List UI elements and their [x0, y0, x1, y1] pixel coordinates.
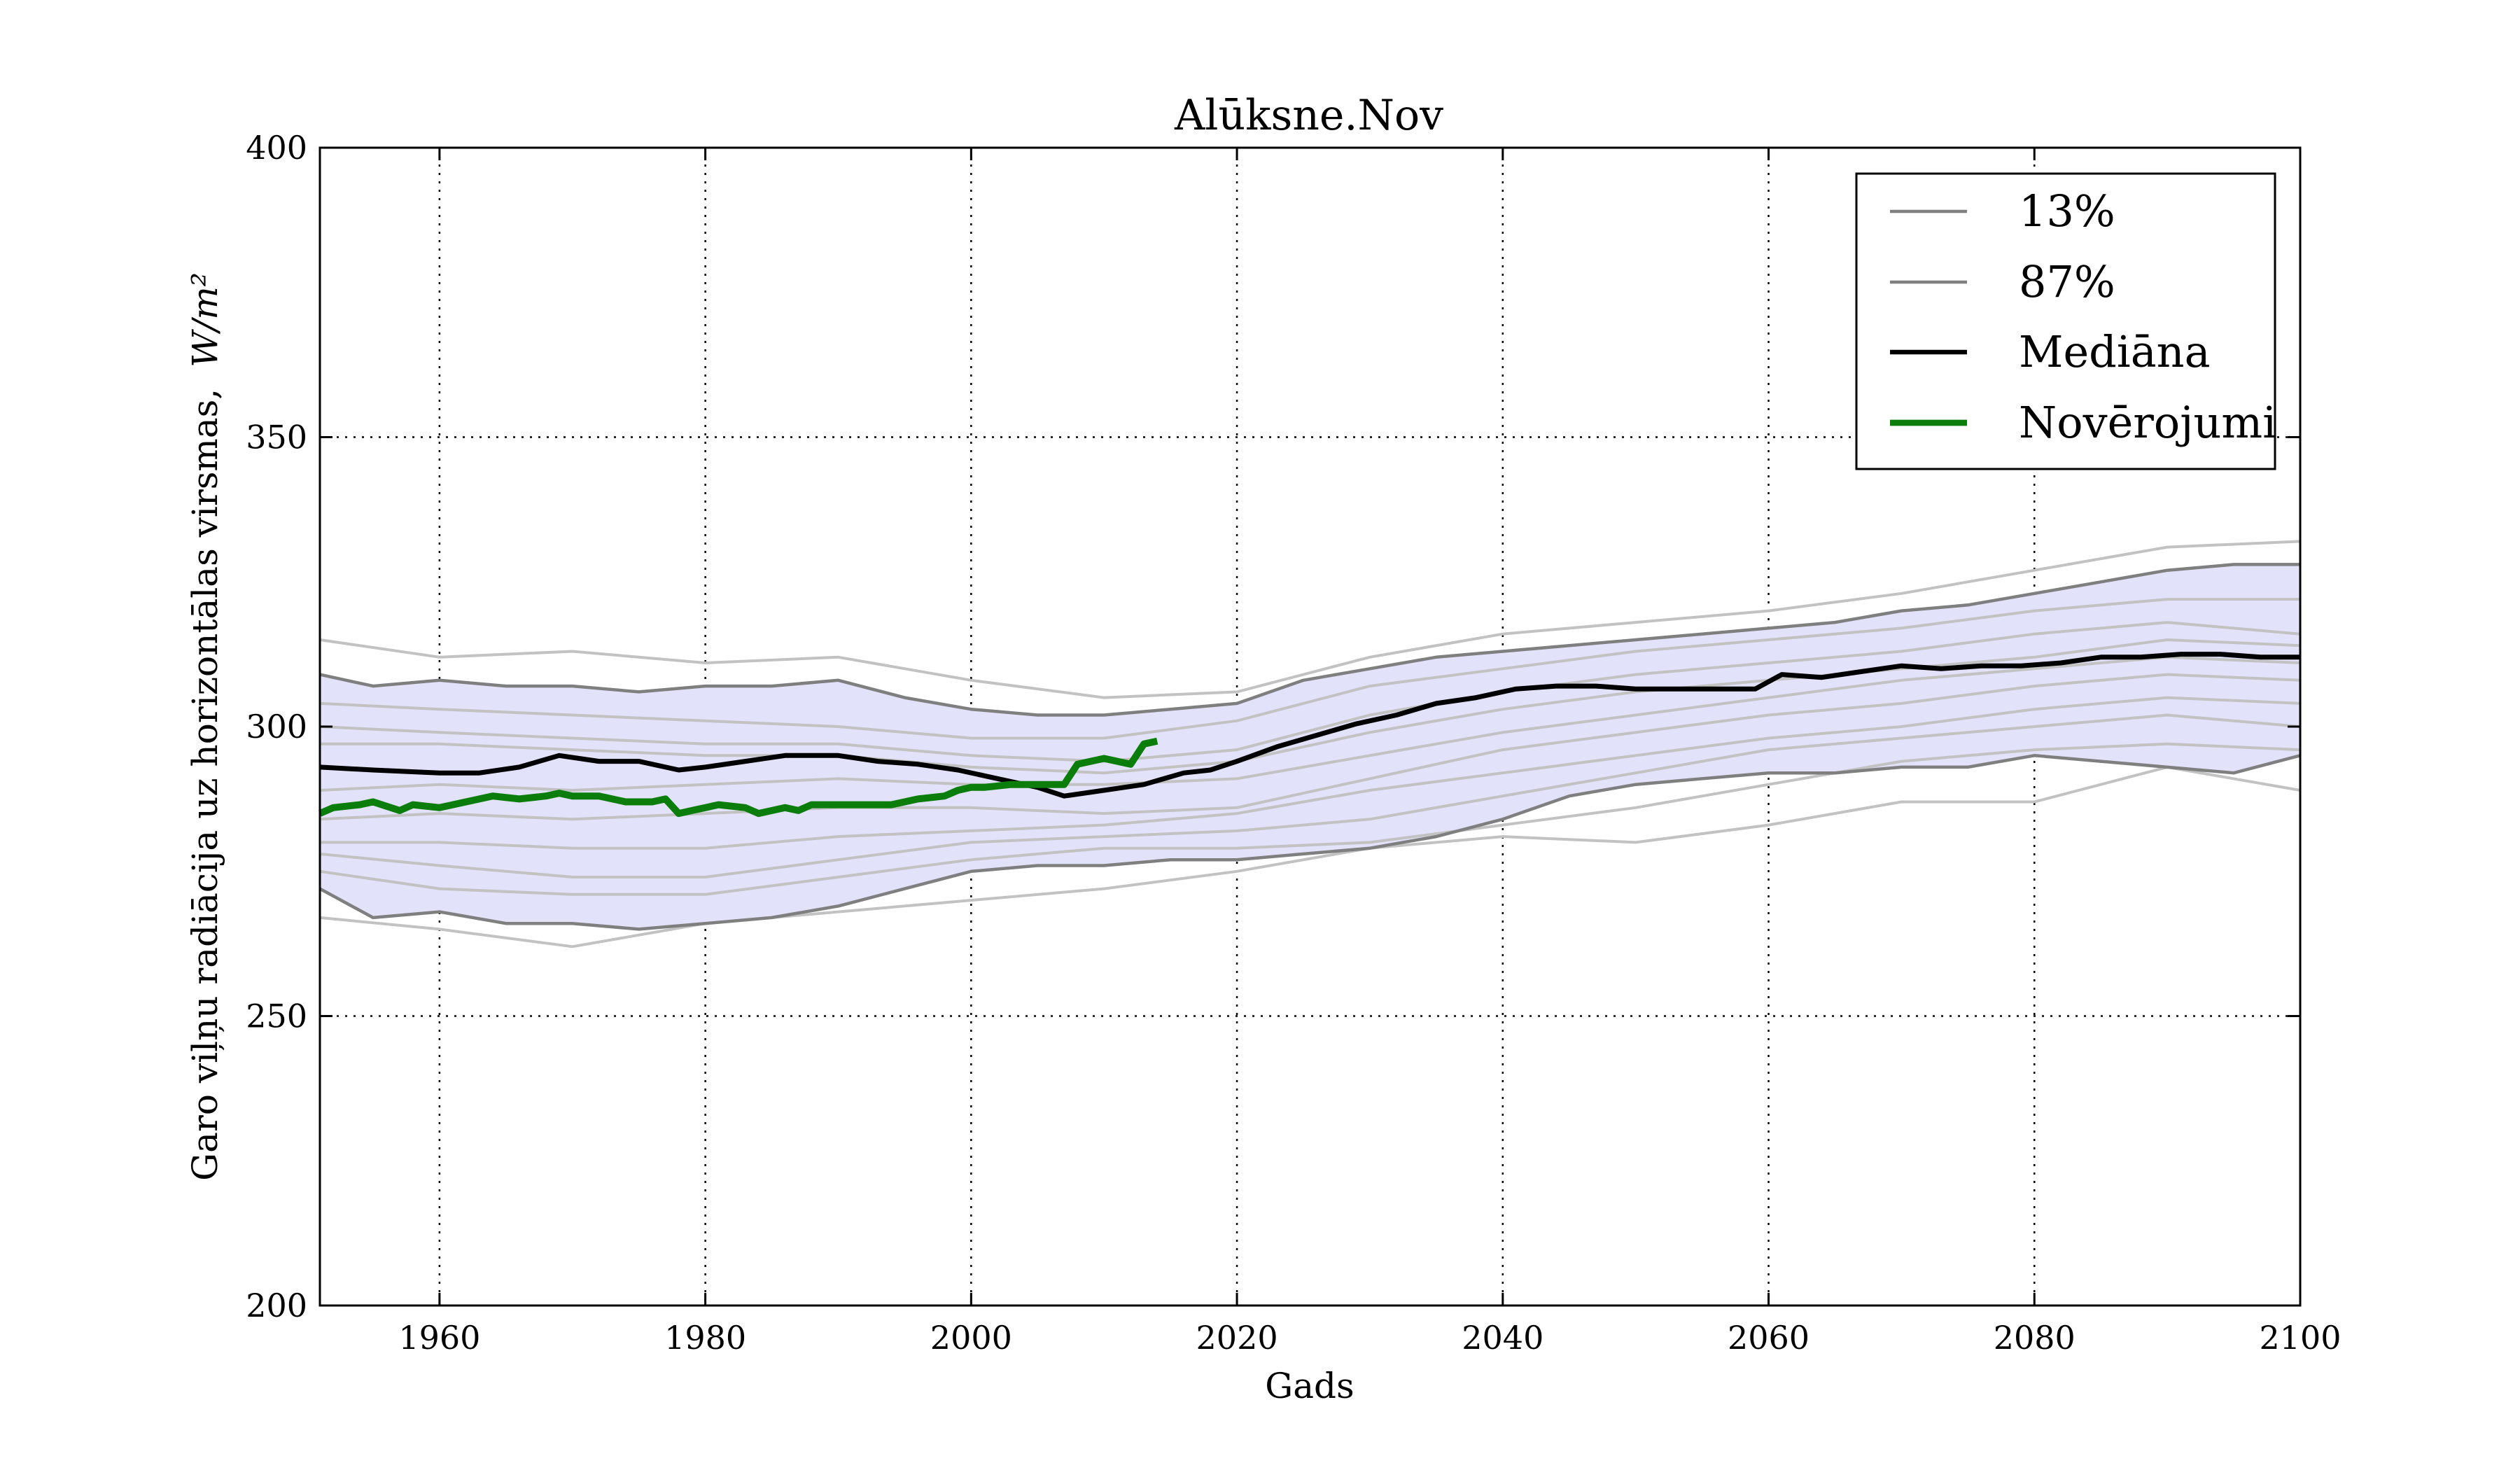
observations-line: [318, 737, 1158, 818]
ensemble-line-4: [320, 638, 2301, 775]
x-axis-label: Gads: [1265, 1366, 1354, 1406]
percentile-87-line: [319, 563, 2300, 717]
ensemble-line-5: [319, 655, 2301, 792]
median-line: [319, 652, 2300, 799]
y-tick-label: 300: [246, 708, 307, 746]
ensemble-line-8: [319, 713, 2301, 878]
y-tick-label: 350: [246, 419, 307, 456]
y-axis-label-text: Garo viļņu radiācija uz horizontālas vir…: [185, 388, 225, 1181]
x-tick-label: 2000: [930, 1319, 1012, 1357]
x-tick-label: 2040: [1462, 1319, 1544, 1357]
series-layer: [318, 540, 2301, 948]
x-tick-label: 2060: [1728, 1319, 1809, 1357]
ensemble-line-3: [319, 621, 2301, 763]
chart-title: Alūksne.Nov: [1174, 91, 1443, 140]
axis-ticks: 1960 1980 2000 2020 2040 2060 2080 2100 200 250 30…: [246, 129, 2341, 1357]
ensemble-line-10: [319, 765, 2301, 948]
y-tick-label: 400: [246, 129, 307, 167]
x-tick-label: 2100: [2259, 1319, 2341, 1357]
y-tick-label: 250: [246, 997, 307, 1035]
legend-label: 13%: [2019, 186, 2115, 237]
ensemble-line-6: [319, 673, 2301, 821]
ensemble-line-7: [320, 696, 2301, 850]
legend-label: 87%: [2019, 256, 2115, 307]
percentile-13-line: [318, 754, 2301, 931]
y-axis-label: Garo viļņu radiācija uz horizontālas vir…: [185, 272, 225, 1181]
x-tick-label: 1980: [664, 1319, 746, 1357]
x-tick-label: 2080: [1994, 1319, 2076, 1357]
y-tick-label: 200: [246, 1287, 307, 1324]
ensemble-line-1: [319, 540, 2301, 699]
legend-label: Mediāna: [2019, 326, 2211, 377]
legend-label: Novērojumi: [2019, 397, 2276, 448]
legend: 13% 87% Mediāna Novērojumi: [1855, 172, 2276, 470]
x-tick-label: 2020: [1196, 1319, 1278, 1357]
ensemble-line-9: [319, 742, 2301, 896]
x-tick-label: 1960: [398, 1319, 480, 1357]
ensemble-line-2: [319, 598, 2300, 740]
y-axis-unit: W/m²: [185, 272, 225, 368]
